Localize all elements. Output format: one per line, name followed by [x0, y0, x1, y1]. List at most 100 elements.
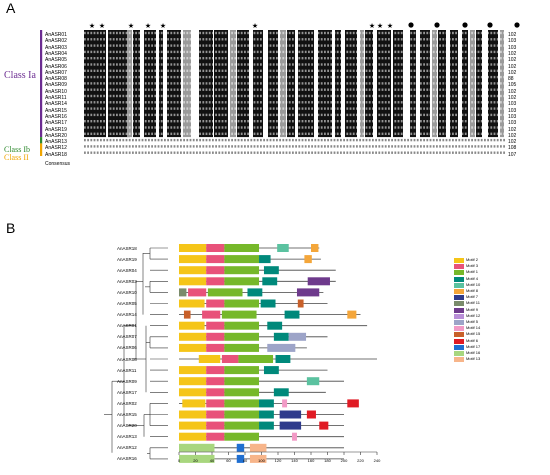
residue — [288, 57, 291, 60]
residue — [413, 63, 416, 66]
residue — [285, 82, 288, 85]
residue — [487, 94, 489, 98]
residue — [311, 69, 313, 72]
residue — [112, 38, 115, 41]
residue — [151, 101, 153, 104]
motif-box — [179, 377, 207, 386]
gene-label: AnASR12 — [117, 445, 137, 451]
residue — [196, 38, 198, 41]
residue — [109, 88, 112, 91]
residue — [212, 50, 214, 54]
residue — [461, 50, 464, 54]
residue — [138, 138, 141, 142]
residue — [144, 44, 147, 47]
residue — [250, 126, 253, 129]
residue — [375, 63, 377, 66]
residue — [240, 50, 243, 54]
residue — [490, 69, 493, 72]
residue — [135, 145, 137, 148]
residue — [301, 82, 304, 85]
axis-tick-label: 160 — [307, 458, 315, 463]
residue — [199, 113, 201, 117]
residue — [375, 88, 377, 91]
residue — [192, 107, 195, 110]
residue — [298, 82, 301, 85]
residue — [224, 101, 227, 104]
residue — [144, 138, 147, 142]
residue — [432, 145, 435, 148]
residue — [288, 132, 291, 135]
residue — [477, 82, 480, 85]
residue — [311, 31, 313, 35]
residue — [416, 120, 419, 123]
residue — [388, 126, 390, 129]
residue — [240, 38, 243, 41]
residue — [103, 101, 105, 104]
motif-box — [319, 421, 329, 430]
residue — [100, 132, 102, 135]
residue — [295, 138, 297, 142]
alignment-panel: ★ ★ ★ ★ ★ ★ ★ ★ ★ AnASR01 AnASR02 AnASR03 AnASR04 An… — [0, 0, 550, 215]
axis-tick-label: 180 — [324, 458, 331, 463]
residue — [292, 82, 294, 85]
residue — [404, 145, 406, 148]
residue — [141, 31, 144, 35]
residue — [324, 75, 326, 79]
residue — [106, 75, 109, 79]
residue — [231, 132, 233, 135]
legend-label: Motif 10 — [466, 281, 481, 287]
residue — [330, 132, 333, 135]
residue — [311, 151, 313, 154]
residue — [388, 151, 390, 154]
residue — [205, 138, 208, 142]
residue — [237, 69, 240, 72]
residue — [160, 101, 163, 104]
residue — [292, 88, 294, 91]
residue — [250, 94, 253, 98]
residue — [295, 132, 297, 135]
residue — [359, 151, 361, 154]
residue — [173, 82, 176, 85]
residue — [381, 31, 384, 35]
axis-tick-label: 0 — [177, 458, 181, 463]
residue — [349, 50, 352, 54]
residue — [212, 107, 214, 110]
residue — [263, 113, 265, 117]
residue — [212, 44, 214, 47]
residue — [295, 145, 297, 148]
residue — [160, 132, 163, 135]
sequence-length: 102 — [508, 126, 517, 133]
residue — [413, 132, 416, 135]
residue — [122, 113, 125, 117]
residue — [116, 101, 118, 104]
residue — [413, 120, 416, 123]
residue — [404, 94, 406, 98]
residue — [500, 151, 502, 154]
residue — [148, 31, 150, 35]
residue — [276, 132, 278, 135]
residue — [154, 75, 157, 79]
residue — [404, 151, 406, 154]
residue — [125, 126, 128, 129]
residue — [218, 126, 221, 129]
residue — [468, 101, 470, 104]
residue — [170, 107, 173, 110]
residue — [349, 31, 352, 35]
residue — [103, 88, 105, 91]
residue — [298, 38, 301, 41]
residue — [109, 38, 112, 41]
residue — [266, 69, 269, 72]
residue — [279, 120, 281, 123]
residue — [288, 101, 291, 104]
residue — [221, 145, 224, 148]
residue — [109, 138, 112, 142]
residue — [151, 107, 153, 110]
residue — [116, 57, 118, 60]
residue — [218, 145, 221, 148]
residue — [487, 113, 489, 117]
residue — [167, 38, 169, 41]
residue — [327, 44, 329, 47]
residue — [119, 50, 121, 54]
residue — [423, 101, 425, 104]
residue — [343, 132, 345, 135]
